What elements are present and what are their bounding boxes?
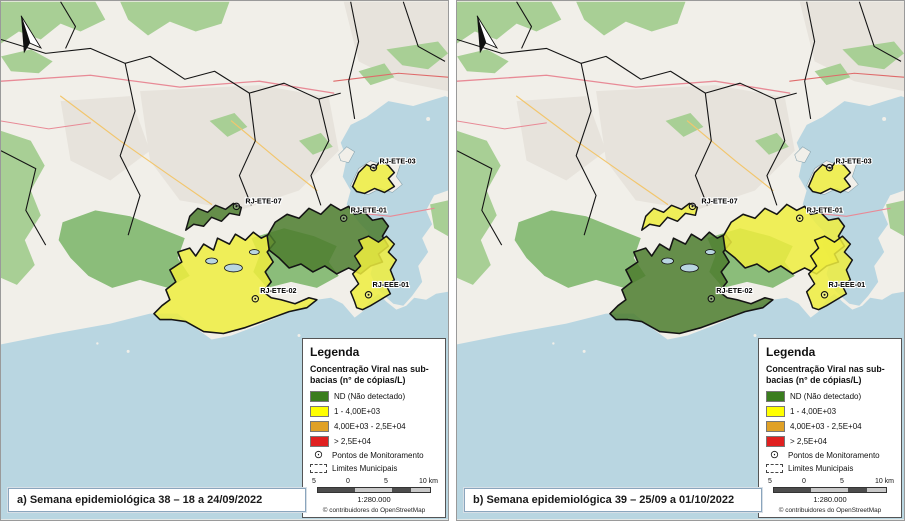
legend-subtitle: Concentração Viral nas sub-bacias (n° de… bbox=[766, 364, 885, 386]
high-swatch bbox=[766, 436, 785, 447]
nd-swatch bbox=[310, 391, 329, 402]
legend-title: Legenda bbox=[310, 345, 360, 360]
legend-limits-row: Limites Municipais bbox=[766, 464, 894, 473]
municipal-limits-icon bbox=[766, 464, 783, 473]
medium-swatch bbox=[310, 421, 329, 432]
high-swatch bbox=[310, 436, 329, 447]
legend-class-high: > 2,5E+04 bbox=[310, 436, 438, 447]
legend-box: Legenda Concentração Viral nas sub-bacia… bbox=[758, 338, 902, 518]
nd-swatch bbox=[766, 391, 785, 402]
caption-week-39: b) Semana epidemiológica 39 – 25/09 a 01… bbox=[464, 488, 762, 512]
low-swatch bbox=[310, 406, 329, 417]
osm-attribution: © contribuidores do OpenStreetMap bbox=[778, 507, 882, 514]
medium-swatch bbox=[766, 421, 785, 432]
low-swatch bbox=[766, 406, 785, 417]
legend-title: Legenda bbox=[766, 345, 816, 360]
legend-class-high: > 2,5E+04 bbox=[766, 436, 894, 447]
map-panel-b: Legenda Concentração Viral nas sub-bacia… bbox=[456, 0, 905, 521]
legend-class-medium: 4,00E+03 - 2,5E+04 bbox=[310, 421, 438, 432]
scale-bar: 5 0 5 10 km 1:280.000 bbox=[768, 478, 894, 504]
scale-ratio: 1:280.000 bbox=[357, 495, 391, 504]
legend-class-nd: ND (Não detectado) bbox=[310, 391, 438, 402]
municipal-limits-icon bbox=[310, 464, 327, 473]
legend-box: Legenda Concentração Viral nas sub-bacia… bbox=[302, 338, 446, 518]
monitoring-point-icon: ⊙ bbox=[313, 449, 324, 461]
legend-subtitle: Concentração Viral nas sub-bacias (n° de… bbox=[310, 364, 429, 386]
legend-class-medium: 4,00E+03 - 2,5E+04 bbox=[766, 421, 894, 432]
legend-points-row: ⊙ Pontos de Monitoramento bbox=[310, 449, 438, 461]
caption-week-38: a) Semana epidemiológica 38 – 18 a 24/09… bbox=[8, 488, 306, 512]
map-panel-a: Legenda Concentração Viral nas sub-bacia… bbox=[0, 0, 449, 521]
legend-class-nd: ND (Não detectado) bbox=[766, 391, 894, 402]
legend-class-low: 1 - 4,00E+03 bbox=[310, 406, 438, 417]
osm-attribution: © contribuidores do OpenStreetMap bbox=[322, 507, 426, 514]
legend-points-row: ⊙ Pontos de Monitoramento bbox=[766, 449, 894, 461]
monitoring-point-icon: ⊙ bbox=[769, 449, 780, 461]
scale-bar: 5 0 5 10 km 1:280.000 bbox=[312, 478, 438, 504]
scale-ratio: 1:280.000 bbox=[813, 495, 847, 504]
legend-limits-row: Limites Municipais bbox=[310, 464, 438, 473]
legend-class-low: 1 - 4,00E+03 bbox=[766, 406, 894, 417]
